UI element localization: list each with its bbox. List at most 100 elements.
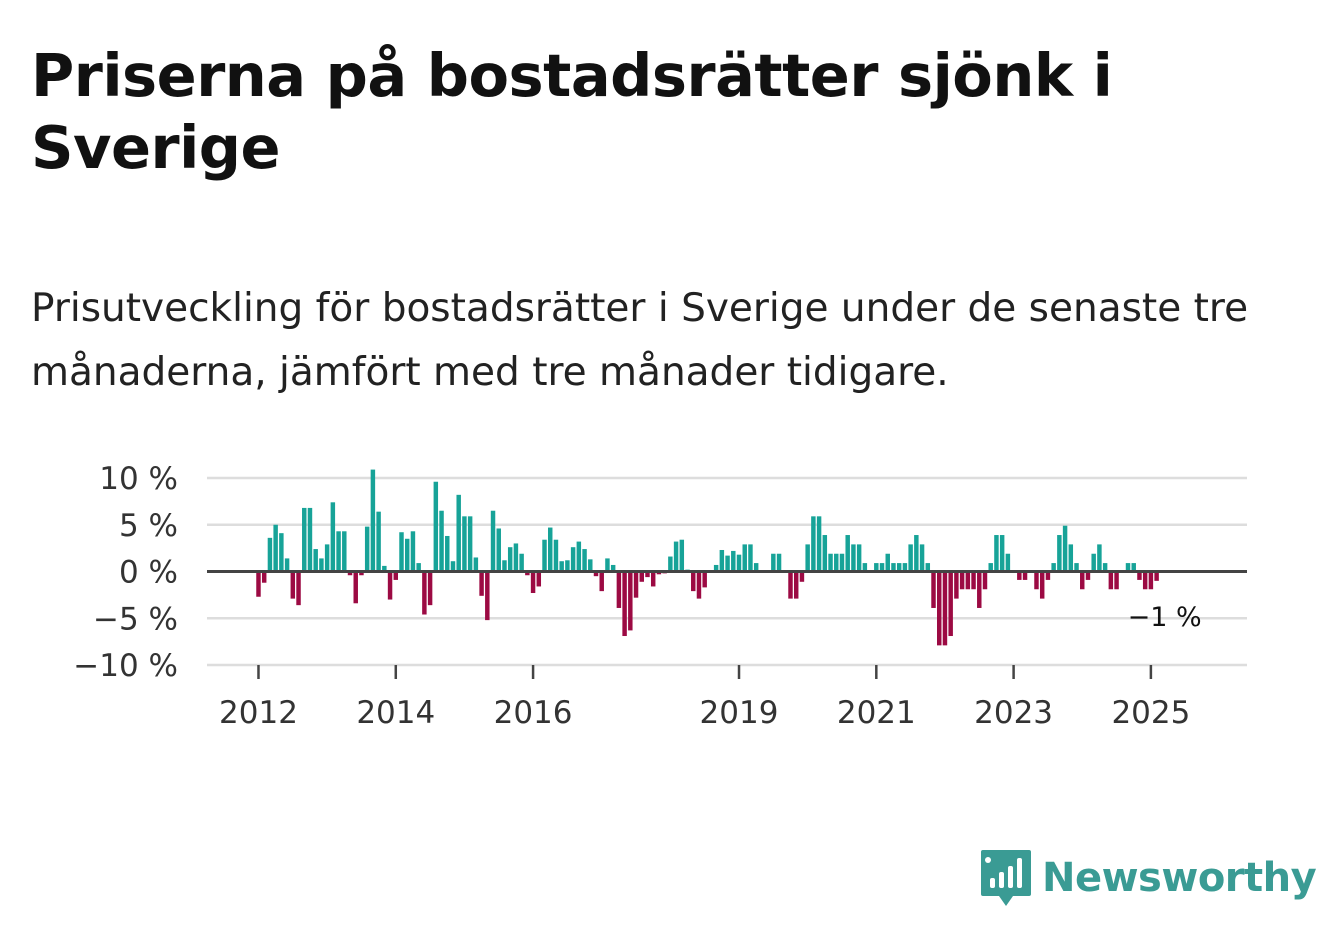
- bar: [822, 535, 828, 572]
- bar: [370, 469, 376, 572]
- bar: [445, 535, 450, 572]
- bar: [353, 571, 358, 604]
- bar: [616, 571, 622, 608]
- bar: [776, 553, 782, 572]
- bar: [828, 553, 833, 572]
- bar: [742, 544, 747, 572]
- bar: [650, 571, 656, 587]
- bar: [1125, 563, 1131, 572]
- y-axis-labels: 10 % 5 % 0 % −5 % −10 %: [73, 461, 178, 684]
- x-tick-label: 2021: [837, 695, 916, 731]
- bar: [279, 533, 284, 572]
- bar: [387, 571, 393, 600]
- bar: [467, 516, 473, 572]
- bar: [771, 553, 776, 572]
- bar: [1137, 571, 1142, 580]
- bar: [502, 560, 507, 572]
- bar: [382, 565, 387, 572]
- bar: [588, 559, 593, 572]
- chart-subtitle: Prisutveckling för bostadsrätter i Sveri…: [31, 286, 1249, 395]
- bar: [450, 561, 456, 572]
- bar: [439, 510, 444, 572]
- bar: [1114, 571, 1119, 590]
- bar: [1154, 571, 1159, 581]
- bar: [507, 547, 513, 572]
- bar: [1034, 571, 1039, 590]
- bar: [988, 563, 993, 572]
- bar: [902, 563, 908, 572]
- bar: [1017, 571, 1022, 580]
- bar: [948, 571, 953, 637]
- bar: [1062, 525, 1068, 572]
- bar: [1022, 571, 1028, 580]
- bar: [891, 563, 896, 572]
- bar: [330, 502, 336, 572]
- bar: [256, 571, 261, 597]
- bar: [885, 553, 890, 572]
- bar: [410, 531, 416, 572]
- bar: [834, 553, 839, 572]
- bar: [599, 571, 604, 592]
- bar: [393, 571, 399, 580]
- bar: [925, 563, 931, 572]
- bar: [1148, 571, 1154, 590]
- bar: [839, 553, 845, 572]
- bar: [1074, 563, 1079, 572]
- bar: [753, 563, 759, 572]
- bar: [570, 547, 576, 572]
- bar: [1142, 571, 1148, 590]
- bar: [485, 571, 490, 621]
- bar: [565, 560, 570, 572]
- bar: [919, 544, 925, 572]
- bar: [959, 571, 965, 590]
- bar: [879, 563, 885, 572]
- bar: [307, 507, 313, 572]
- bar: [1102, 563, 1108, 572]
- newsworthy-logo-icon: [981, 850, 1031, 906]
- y-tick-label: 5 %: [119, 508, 178, 544]
- last-value-label: −1 %: [1128, 602, 1202, 633]
- bar: [622, 571, 627, 637]
- bar: [284, 558, 290, 572]
- bar: [942, 571, 948, 646]
- bar: [536, 571, 542, 587]
- bar: [530, 571, 536, 594]
- bar: [679, 539, 685, 572]
- bar: [1085, 571, 1091, 580]
- bar: [267, 537, 273, 572]
- bar: [914, 535, 919, 572]
- y-tick-label: −5 %: [93, 601, 178, 637]
- bar: [673, 541, 679, 572]
- bar: [645, 571, 650, 578]
- bar: [324, 544, 330, 572]
- bar: [582, 549, 587, 572]
- bar: [462, 516, 467, 572]
- bar: [845, 535, 850, 572]
- bar: [593, 571, 599, 577]
- bar: [1108, 571, 1114, 590]
- bar: [553, 539, 559, 572]
- bar: [896, 563, 902, 572]
- bar: [261, 571, 267, 583]
- bar: [982, 571, 988, 590]
- bar: [874, 563, 879, 572]
- bar: [965, 571, 971, 590]
- bar: [719, 549, 725, 572]
- newsworthy-logo-text: Newsworthy: [1042, 855, 1317, 901]
- bar: [376, 511, 381, 572]
- x-tick-label: 2014: [356, 695, 435, 731]
- bar: [433, 481, 439, 572]
- bar: [479, 571, 484, 596]
- bar: [336, 531, 341, 572]
- bar: [513, 543, 519, 572]
- bar: [862, 563, 868, 572]
- bar: [399, 532, 404, 572]
- x-tick-label: 2012: [219, 695, 298, 731]
- bar: [628, 571, 633, 631]
- bar: [364, 526, 370, 572]
- bar: [954, 571, 959, 599]
- x-tick-label: 2025: [1111, 695, 1190, 731]
- bar: [610, 564, 616, 572]
- bar: [999, 535, 1005, 572]
- bar: [793, 571, 799, 599]
